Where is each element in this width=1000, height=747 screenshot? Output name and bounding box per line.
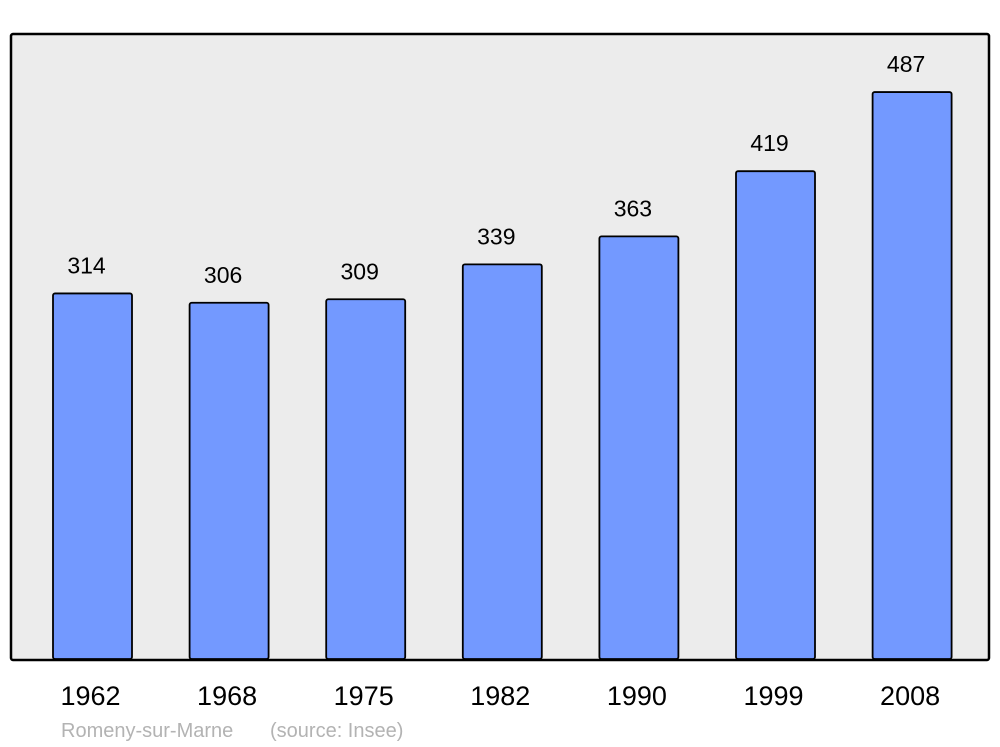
data-label-2008: 487 [887,51,925,77]
bar-1968 [188,301,270,660]
bar-1990 [598,235,680,660]
x-tick-label-2008: 2008 [880,681,940,711]
bar-2008 [871,91,953,660]
x-tick-label-1982: 1982 [470,681,530,711]
x-tick-label-1999: 1999 [743,681,803,711]
bar-1962 [52,292,133,660]
data-label-1982: 339 [477,223,515,249]
caption-place: Romeny-sur-Marne [61,720,233,742]
bar-1999 [735,170,816,660]
x-tick-label-1962: 1962 [60,681,120,711]
data-label-1990: 363 [614,195,652,221]
data-label-1968: 306 [204,262,242,288]
bar-1982 [461,263,543,660]
caption-source: (source: Insee) [270,720,403,742]
x-tick-label-1968: 1968 [197,681,257,711]
data-label-1999: 419 [750,130,788,156]
x-tick-label-1990: 1990 [607,681,667,711]
data-label-1962: 314 [67,252,106,278]
bar-1975 [325,298,407,660]
data-label-1975: 309 [341,258,379,284]
x-tick-label-1975: 1975 [334,681,394,711]
